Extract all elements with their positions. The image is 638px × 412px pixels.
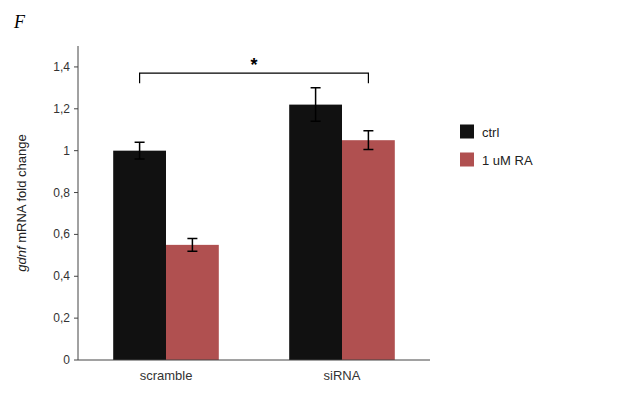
legend: ctrl 1 uM RA xyxy=(460,125,533,168)
y-tick xyxy=(74,276,78,277)
y-tick-label: 0,4 xyxy=(53,269,70,283)
bar xyxy=(113,151,166,360)
panel-label: F xyxy=(13,12,26,32)
legend-swatch xyxy=(460,153,474,167)
error-bar xyxy=(187,239,197,252)
y-tick-label: 0 xyxy=(63,353,70,367)
bar xyxy=(166,245,219,360)
y-tick xyxy=(74,192,78,193)
legend-label: 1 uM RA xyxy=(482,153,533,168)
y-tick xyxy=(74,108,78,109)
error-bar xyxy=(135,142,145,159)
bar xyxy=(289,105,342,360)
marks xyxy=(113,88,395,360)
y-axis: 0 0,2 0,4 0,6 0,8 1 1,2 1,4 xyxy=(53,46,78,367)
y-axis-line xyxy=(78,46,79,360)
y-tick-label: 1,2 xyxy=(53,102,70,116)
x-tick-label: siRNA xyxy=(324,368,361,383)
y-tick-label: 0,2 xyxy=(53,311,70,325)
legend-label: ctrl xyxy=(482,125,499,140)
y-tick xyxy=(74,150,78,151)
y-tick-label: 0,8 xyxy=(53,186,70,200)
y-tick-label: 0,6 xyxy=(53,227,70,241)
bar xyxy=(342,140,395,360)
y-tick xyxy=(74,234,78,235)
legend-swatch xyxy=(460,125,474,139)
y-tick-label: 1 xyxy=(63,144,70,158)
y-tick xyxy=(74,318,78,319)
chart: 0 0,2 0,4 0,6 0,8 1 1,2 1,4 scramble siRNA gdnf mR… xyxy=(0,0,638,412)
significance-label: * xyxy=(250,55,257,75)
y-tick xyxy=(74,66,78,67)
y-axis-label: gdnf mRNA fold change xyxy=(14,134,29,271)
x-axis: scramble siRNA xyxy=(78,360,430,383)
y-tick xyxy=(74,360,78,361)
y-tick-label: 1,4 xyxy=(53,60,70,74)
error-bar xyxy=(311,88,321,121)
error-bar xyxy=(363,131,373,150)
x-axis-line xyxy=(78,360,430,361)
x-tick-label: scramble xyxy=(140,368,193,383)
